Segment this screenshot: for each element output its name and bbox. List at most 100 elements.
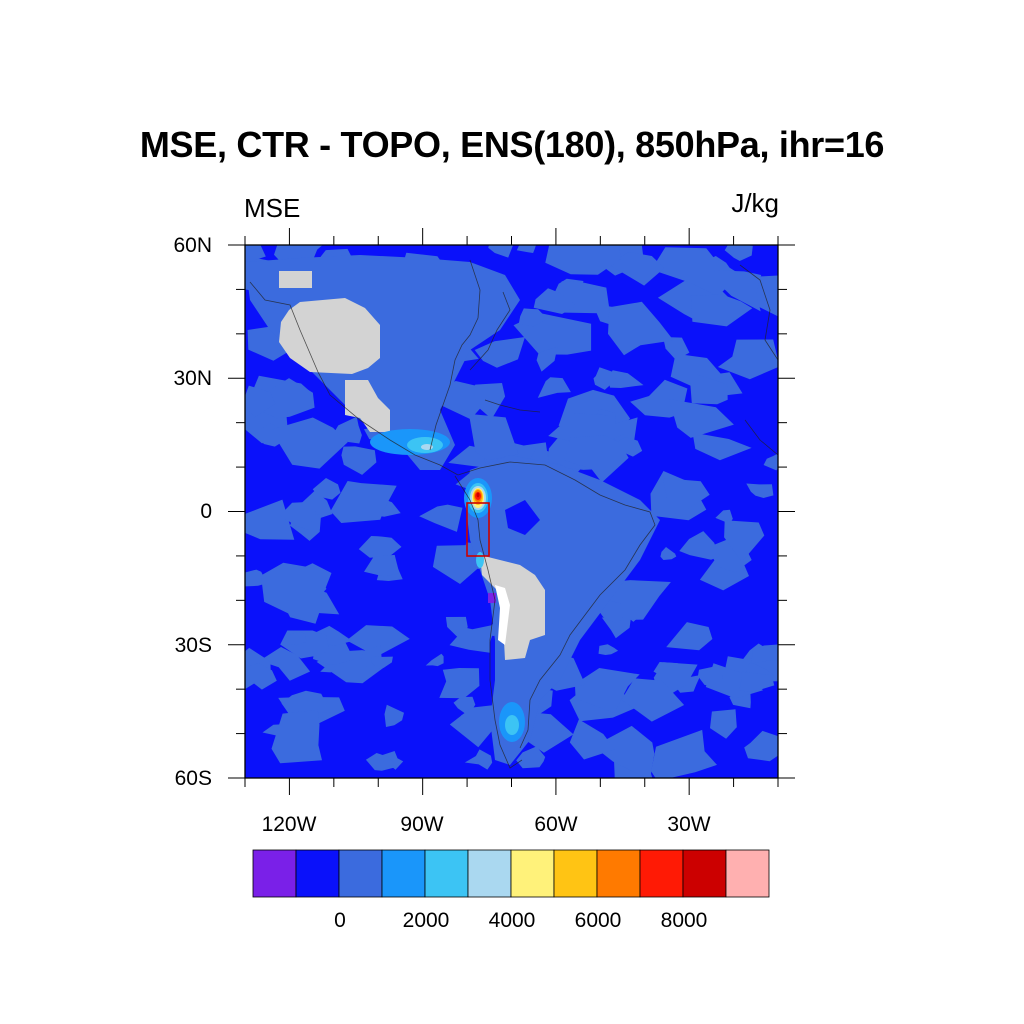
field-patch — [245, 245, 266, 262]
field-patch — [516, 245, 537, 253]
colorbar — [252, 849, 770, 898]
field-patch — [724, 520, 765, 562]
field-patch — [464, 749, 493, 770]
field-patch — [569, 719, 615, 760]
field-patch — [601, 617, 631, 639]
field-patch — [663, 337, 690, 361]
colorbar-box — [252, 849, 297, 898]
field-patch — [714, 270, 762, 312]
field-patch — [245, 569, 267, 587]
colorbar-label-0: 0 — [334, 909, 346, 932]
negative-patch — [488, 593, 496, 603]
colorbar-box — [639, 849, 684, 898]
field-patch — [593, 367, 617, 390]
field-patch — [669, 399, 734, 438]
field-patch — [384, 704, 404, 727]
colorbar-box — [467, 849, 512, 898]
colorbar-box — [295, 849, 340, 898]
field-patch — [365, 753, 398, 771]
field-patch — [697, 666, 723, 688]
field-patch — [364, 554, 400, 577]
units-label: J/kg — [731, 188, 779, 218]
coastlines — [249, 259, 778, 769]
field-patch — [488, 245, 514, 258]
field-patch — [449, 624, 497, 653]
field-patch — [518, 308, 548, 327]
field-patch — [245, 499, 295, 540]
field-patch — [564, 435, 629, 483]
lat-label-30n: 30N — [173, 367, 212, 390]
field-patch — [692, 432, 752, 461]
colorbar-box — [381, 849, 426, 898]
field-patch — [717, 339, 778, 380]
axis-ticks — [228, 228, 795, 795]
field-patch — [358, 536, 402, 558]
missing-data-mask — [279, 271, 545, 660]
field-patch — [341, 446, 377, 475]
colorbar-box — [596, 849, 641, 898]
colorbar-box — [553, 849, 598, 898]
central-america-anomaly — [370, 429, 450, 455]
field-patch — [257, 378, 315, 419]
field-patch — [690, 294, 753, 327]
field-patch — [751, 644, 778, 664]
white-gap — [495, 585, 510, 645]
lon-label-60w: 60W — [534, 813, 578, 836]
field-patch — [474, 337, 525, 368]
field-patch — [320, 664, 336, 673]
lon-label-90w: 90W — [400, 813, 444, 836]
field-patch — [621, 678, 685, 722]
field-patch — [270, 417, 348, 469]
field-patch — [608, 301, 674, 356]
field-patch — [690, 374, 728, 405]
lon-label-30w: 30W — [667, 813, 711, 836]
field-patch — [271, 709, 322, 764]
field-patch — [259, 647, 311, 681]
lat-label-60s: 60S — [174, 767, 212, 790]
colorbar-label-2000: 2000 — [402, 909, 450, 932]
field-patch — [724, 245, 753, 261]
colorbar-box — [510, 849, 555, 898]
field-patch — [715, 509, 733, 524]
field-patch — [679, 531, 720, 560]
field-patch — [662, 478, 710, 517]
field-patch — [746, 483, 774, 498]
field-patch — [516, 746, 546, 769]
lat-label-60n: 60N — [173, 234, 212, 257]
field-patch — [279, 502, 317, 530]
field-patch — [609, 252, 665, 286]
field-patch — [432, 545, 484, 584]
field-patch — [533, 288, 577, 314]
field-patch — [660, 547, 677, 560]
field-patch — [593, 725, 655, 778]
colorbar-label-6000: 6000 — [574, 909, 622, 932]
field-patch — [245, 385, 276, 418]
field-patch — [468, 413, 519, 461]
left-string: MSE — [244, 193, 301, 223]
field-patch — [330, 481, 397, 523]
field-patch — [536, 346, 558, 372]
field-patch — [537, 377, 571, 398]
colorbar-label-4000: 4000 — [488, 909, 536, 932]
field-patch — [371, 656, 393, 669]
sa-interior-patch — [505, 500, 540, 535]
colorbar-box — [424, 849, 469, 898]
field-patch — [666, 622, 713, 651]
field-patch — [312, 478, 341, 500]
field-patch — [261, 562, 327, 618]
field-patch — [615, 437, 643, 457]
lat-label-eq: 0 — [200, 500, 212, 523]
field-patch — [651, 247, 741, 297]
field-patch — [245, 663, 277, 690]
field-patch — [285, 631, 307, 646]
field-patch — [574, 668, 640, 714]
plot-title: MSE, CTR - TOPO, ENS(180), 850hPa, ihr=1… — [139, 124, 885, 165]
colorbar-box — [338, 849, 383, 898]
coastal-blob — [476, 552, 484, 568]
field-patch — [744, 730, 778, 762]
field-patch — [465, 383, 506, 419]
colorbar-box — [682, 849, 727, 898]
field-patch — [763, 453, 778, 471]
field-patch — [439, 668, 480, 699]
